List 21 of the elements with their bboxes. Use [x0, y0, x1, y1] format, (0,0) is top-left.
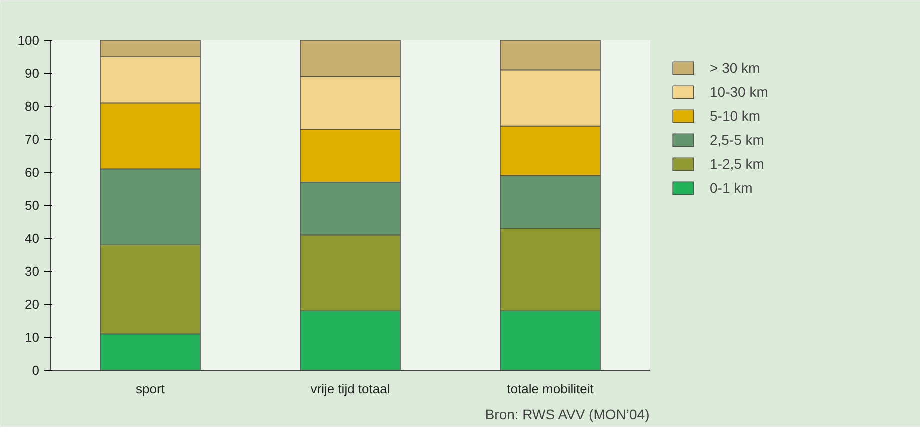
- y-tick-label: 0: [32, 363, 40, 378]
- x-tick-label: sport: [136, 382, 166, 396]
- legend-label: 10-30 km: [710, 84, 768, 100]
- y-tick-label: 20: [25, 297, 40, 312]
- y-tick-label: 70: [25, 132, 40, 147]
- y-tick-label: 80: [25, 99, 40, 114]
- legend-label: 5-10 km: [710, 108, 761, 124]
- y-tick-label: 40: [25, 231, 40, 246]
- legend-label: 0-1 km: [710, 180, 753, 196]
- y-tick-label: 10: [25, 330, 40, 345]
- legend-label: 1-2,5 km: [710, 156, 764, 172]
- x-tick-label: totale mobiliteit: [507, 382, 594, 396]
- legend-label: > 30 km: [710, 60, 760, 76]
- x-tick-label: vrije tijd totaal: [310, 382, 390, 396]
- y-tick-label: 90: [25, 66, 40, 81]
- y-tick-label: 100: [18, 33, 40, 48]
- legend-label: 2,5-5 km: [710, 132, 764, 148]
- y-tick-label: 60: [25, 165, 40, 180]
- y-tick-label: 30: [25, 264, 40, 279]
- y-tick-label: 50: [25, 198, 40, 213]
- text: Bron: RWS AVV (MON’04): [485, 406, 650, 422]
